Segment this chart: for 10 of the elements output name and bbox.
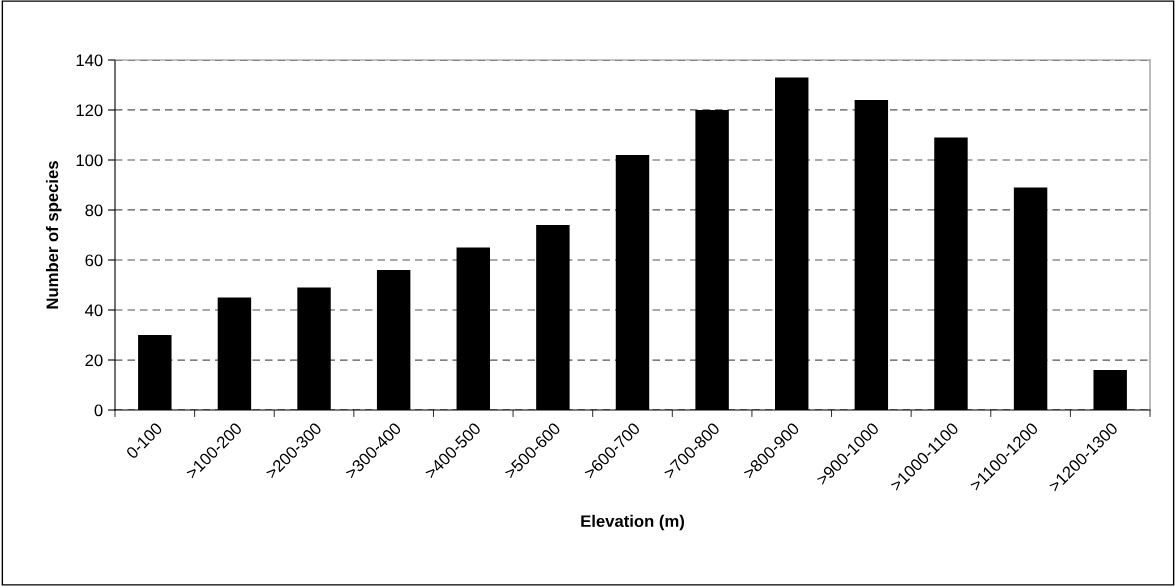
y-tick-label: 40 — [85, 304, 103, 317]
y-tick-label: 140 — [76, 54, 103, 67]
y-tick-label: 100 — [76, 154, 103, 167]
x-axis-title: Elevation (m) — [581, 514, 684, 531]
y-tick-label: 80 — [85, 204, 103, 217]
y-tick-label: 0 — [94, 404, 103, 417]
y-tick-label: 60 — [85, 254, 103, 267]
y-tick-label: 20 — [85, 354, 103, 367]
y-tick-label: 120 — [76, 104, 103, 117]
y-axis-title: Number of species — [45, 161, 62, 309]
